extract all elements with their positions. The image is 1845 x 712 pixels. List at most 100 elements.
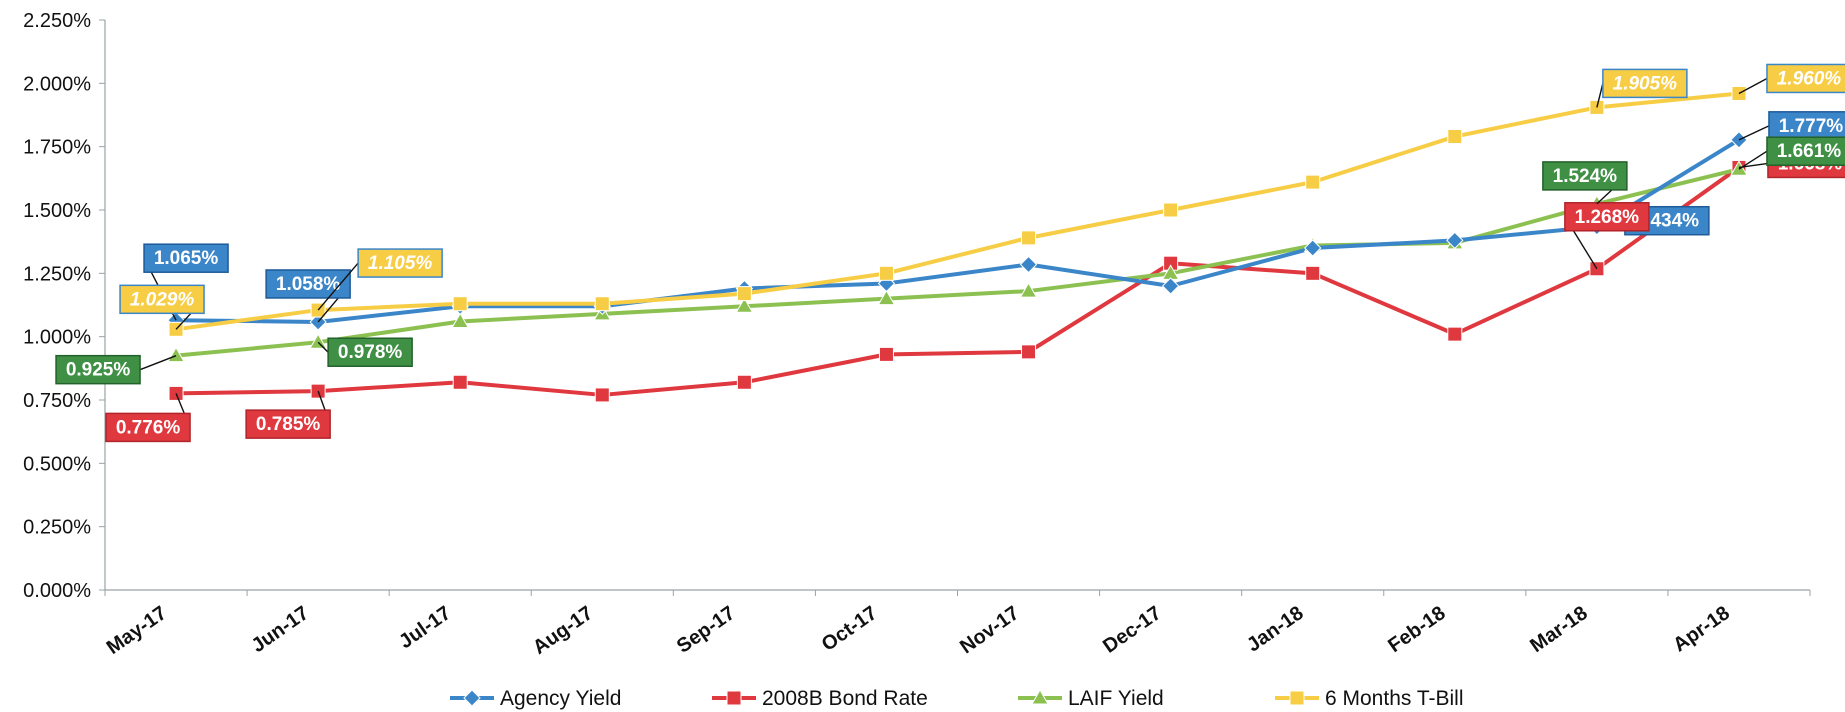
data-label-box	[119, 284, 205, 315]
data-point-marker	[451, 312, 470, 328]
data-point-marker	[594, 387, 610, 403]
legend-marker	[463, 689, 481, 707]
legend-marker	[726, 690, 742, 706]
legend-marker	[1289, 690, 1305, 706]
series-line	[176, 138, 1741, 324]
x-tick-label: Nov-17	[956, 602, 1023, 658]
data-point-marker	[735, 297, 754, 313]
legend: Agency Yield 2008B Bond Rate LAIF Yield 6 M…	[450, 687, 1464, 710]
series-line	[176, 165, 1741, 397]
data-point-marker	[1305, 174, 1321, 190]
data-label-leader	[1738, 77, 1768, 95]
data-point-marker	[309, 333, 327, 349]
data-label-leader	[1738, 125, 1770, 141]
legend-label: 2008B Bond Rate	[762, 687, 928, 710]
x-tick-label: Dec-17	[1099, 602, 1165, 658]
data-label-box	[357, 248, 443, 278]
data-label: 1.268%	[1575, 207, 1640, 228]
x-tick-label: Oct-17	[818, 602, 882, 656]
data-point-marker	[877, 289, 896, 306]
x-tick-label: Mar-18	[1526, 602, 1591, 657]
y-tick-label: 0.750%	[23, 390, 91, 412]
data-label-box	[245, 409, 331, 439]
data-label: 1.058%	[276, 274, 341, 295]
data-point-marker	[1161, 277, 1180, 295]
x-tick-label: Jan-18	[1243, 602, 1308, 656]
data-label: 1.434%	[1635, 211, 1700, 232]
y-tick-label: 0.250%	[23, 517, 91, 539]
data-point-marker	[1447, 129, 1463, 145]
y-tick-label: 2.250%	[23, 10, 91, 32]
y-tick-label: 0.000%	[23, 580, 91, 602]
data-label-box	[55, 354, 141, 385]
data-label: 0.785%	[256, 414, 321, 435]
data-point-marker	[1447, 326, 1463, 342]
y-tick-label: 1.000%	[23, 327, 91, 349]
data-label: 1.960%	[1777, 68, 1842, 89]
data-labels: 1.065% 1.058% 1.434% 1.777% 0.776% 0.785% 1.26…	[55, 63, 1845, 443]
data-label: 0.776%	[116, 417, 181, 438]
data-point-marker	[167, 346, 185, 363]
data-label-box	[1602, 68, 1688, 99]
data-point-marker	[1304, 239, 1322, 257]
data-label-box	[1564, 202, 1650, 232]
data-label-leader	[317, 262, 359, 311]
data-label-leader	[317, 341, 329, 353]
data-label-box	[105, 412, 191, 443]
data-point-marker	[1730, 160, 1748, 176]
data-point-marker	[1305, 265, 1321, 281]
data-label: 0.925%	[66, 360, 131, 381]
x-tick-label: Jun-17	[248, 602, 313, 657]
data-label: 1.661%	[1777, 141, 1842, 162]
data-label: 1.905%	[1613, 73, 1678, 94]
x-tick-label: Jul-17	[395, 602, 455, 653]
x-tick-label: Sep-17	[673, 602, 739, 658]
series-lines	[175, 91, 1741, 397]
legend-label: LAIF Yield	[1068, 687, 1164, 710]
data-label: 1.065%	[154, 248, 219, 269]
data-point-marker	[736, 286, 752, 302]
legend-marker	[1031, 688, 1049, 705]
data-point-marker	[1019, 282, 1038, 298]
data-label-box	[1766, 136, 1845, 166]
data-label: 1.105%	[368, 253, 433, 274]
data-point-marker	[594, 296, 610, 312]
x-tick-label: May-17	[103, 602, 171, 659]
data-label-leader	[139, 355, 177, 371]
y-tick-label: 1.250%	[23, 263, 91, 285]
data-label: 1.029%	[130, 289, 195, 310]
data-label-box	[265, 269, 351, 299]
data-point-marker	[1163, 202, 1179, 218]
data-label: 0.978%	[338, 342, 403, 363]
data-point-marker	[452, 296, 468, 312]
series-line	[175, 91, 1740, 332]
data-label: 1.777%	[1779, 116, 1844, 137]
y-tick-label: 2.000%	[23, 73, 91, 95]
data-label-box	[1766, 63, 1845, 94]
x-tick-label: Feb-18	[1384, 602, 1449, 657]
data-label-leader	[1738, 150, 1768, 170]
data-label: 1.524%	[1553, 166, 1618, 187]
data-point-marker	[1446, 231, 1464, 250]
y-tick-label: 1.750%	[23, 137, 91, 159]
x-tick-label: Apr-18	[1669, 602, 1734, 656]
series-markers	[167, 85, 1748, 403]
data-point-marker	[878, 265, 894, 281]
data-point-marker	[1019, 255, 1038, 274]
data-point-marker	[878, 346, 894, 362]
data-point-marker	[736, 374, 752, 390]
y-tick-label: 1.500%	[23, 200, 91, 222]
data-label-box	[143, 243, 229, 273]
data-label-leader	[1596, 83, 1604, 108]
data-point-marker	[1021, 344, 1037, 360]
data-point-marker	[452, 374, 468, 390]
legend-label: Agency Yield	[500, 687, 621, 710]
x-tick-label: Aug-17	[529, 602, 597, 659]
y-tick-label: 0.500%	[23, 453, 91, 475]
data-label-box	[327, 337, 413, 367]
data-point-marker	[1021, 230, 1037, 246]
axes: 0.000% 0.250% 0.500% 0.750% 1.000% 1.250% 1.50…	[23, 10, 1811, 659]
legend-label: 6 Months T-Bill	[1325, 687, 1464, 710]
data-label-box	[1542, 161, 1628, 191]
